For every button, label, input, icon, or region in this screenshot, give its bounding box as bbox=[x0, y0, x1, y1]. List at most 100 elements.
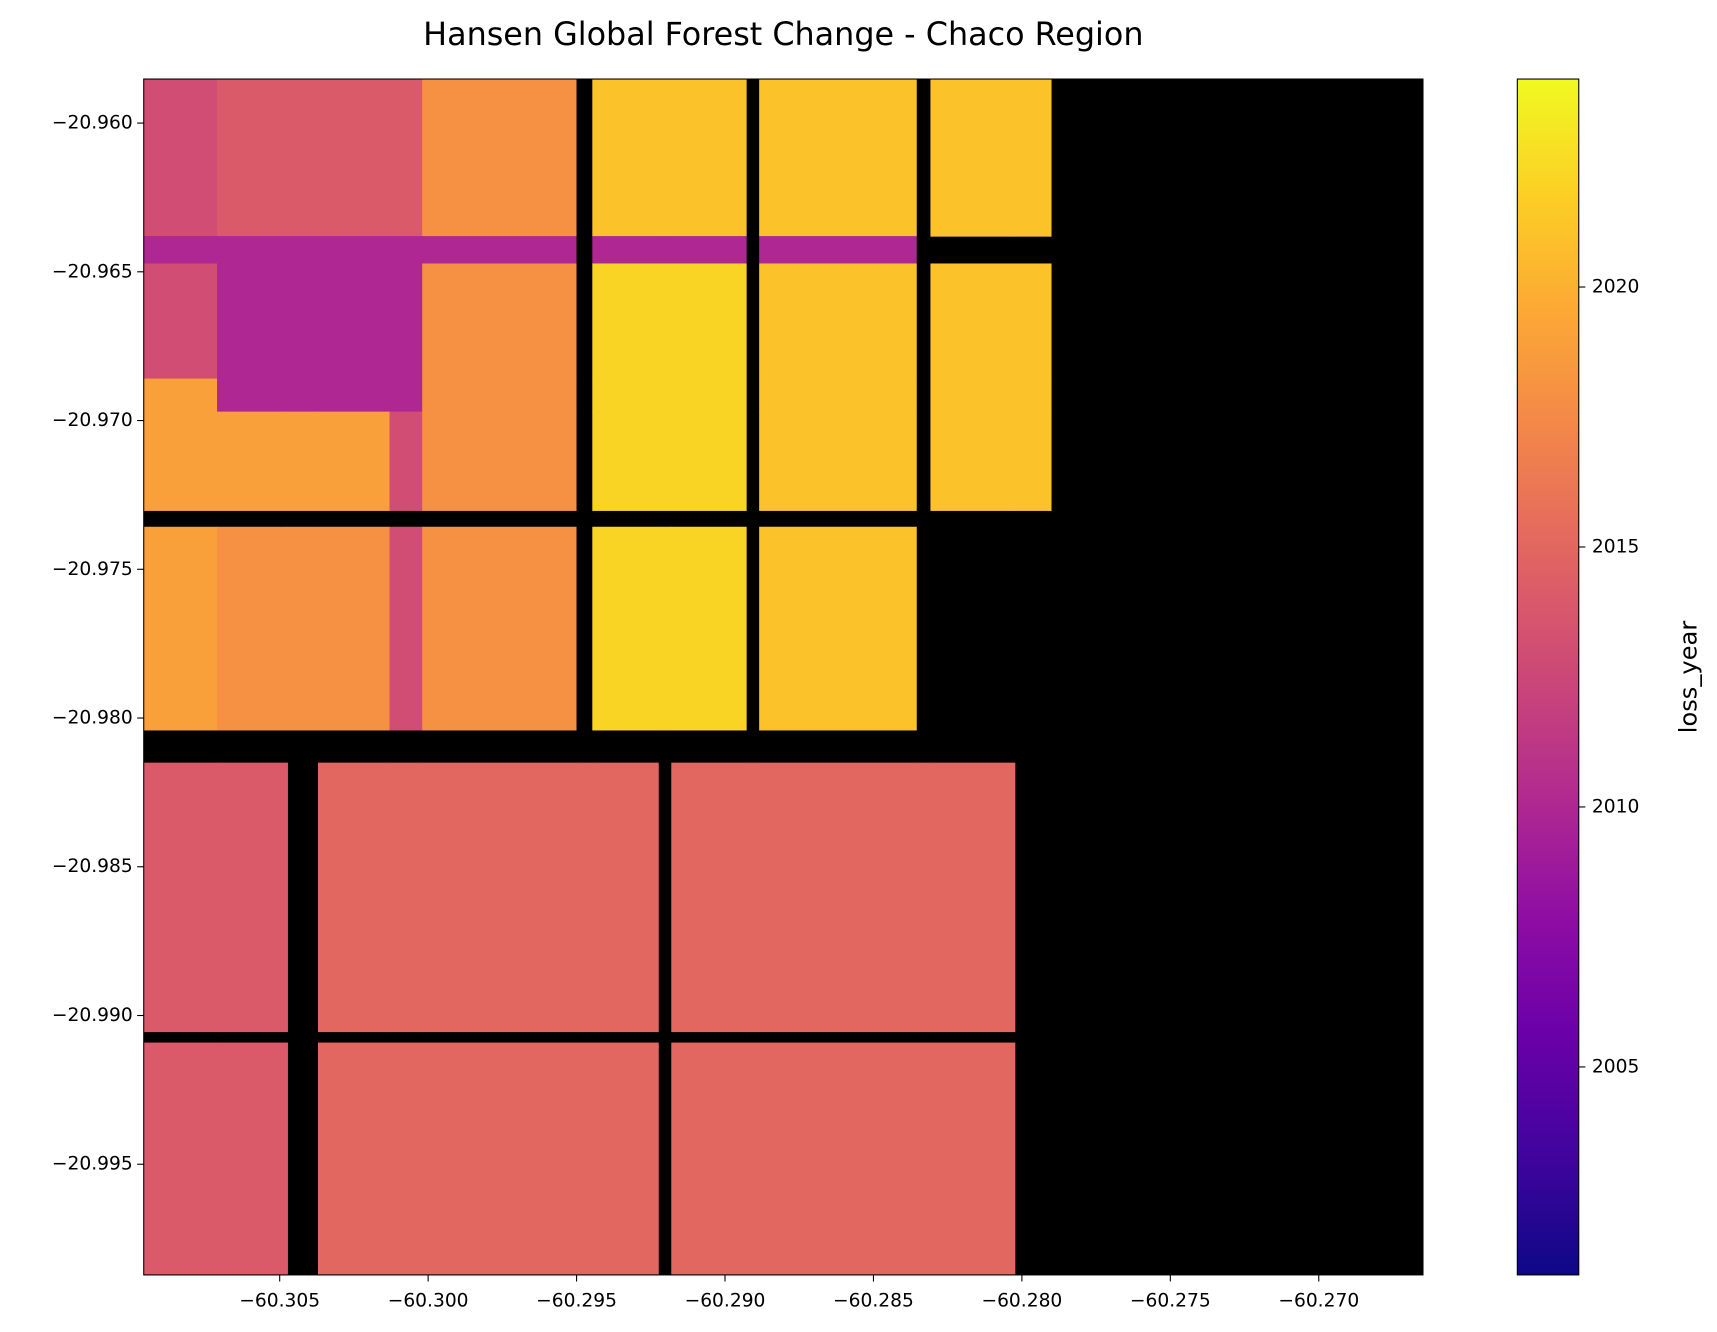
heatmap-cell bbox=[143, 762, 218, 1033]
x-tick-label: −60.300 bbox=[388, 1291, 469, 1312]
heatmap-cell bbox=[317, 411, 391, 511]
heatmap-cell bbox=[671, 79, 747, 237]
y-tick-label: −20.995 bbox=[52, 1154, 133, 1175]
x-tick-label: −60.270 bbox=[1278, 1291, 1359, 1312]
heatmap-cell bbox=[746, 762, 760, 1033]
heatmap-cell bbox=[317, 236, 391, 265]
heatmap-cell bbox=[317, 762, 391, 1033]
heatmap-cell bbox=[422, 762, 577, 1033]
heatmap-cell bbox=[575, 1042, 593, 1276]
heatmap-cell bbox=[1014, 263, 1052, 380]
heatmap-cell bbox=[143, 236, 218, 265]
heatmap-cell bbox=[317, 1042, 391, 1276]
heatmap-cell bbox=[143, 263, 218, 380]
heatmap-cell bbox=[422, 526, 577, 731]
heatmap-cell bbox=[759, 762, 917, 1033]
heatmap-cell bbox=[930, 79, 1016, 237]
y-tick-label: −20.975 bbox=[52, 559, 133, 580]
heatmap-cell bbox=[389, 263, 423, 380]
heatmap-cell bbox=[317, 263, 391, 380]
heatmap-cell bbox=[759, 236, 917, 265]
heatmap-cell bbox=[592, 762, 659, 1033]
heatmap-cell bbox=[217, 762, 288, 1033]
x-tick-label: −60.280 bbox=[981, 1291, 1062, 1312]
heatmap-cell bbox=[422, 263, 577, 380]
heatmap-cell bbox=[592, 526, 659, 731]
heatmap-cell bbox=[930, 1042, 1016, 1276]
y-tick-label: −20.965 bbox=[52, 261, 133, 282]
plot-frame bbox=[143, 78, 1424, 1276]
heatmap-cell bbox=[658, 526, 672, 731]
heatmap-cell bbox=[916, 762, 931, 1033]
heatmap-cell bbox=[759, 411, 917, 511]
plot-area: −60.305 −60.300 −60.295 −60.290 −60.285 −60.2… bbox=[52, 78, 1424, 1312]
heatmap-cell bbox=[143, 378, 218, 413]
heatmap-cell bbox=[746, 1042, 760, 1276]
colorbar-tick-label: 2020 bbox=[1592, 277, 1639, 298]
heatmap-cell bbox=[1014, 79, 1052, 237]
heatmap-cell bbox=[658, 79, 672, 237]
heatmap-cell bbox=[217, 1042, 288, 1276]
heatmap-cell bbox=[287, 378, 319, 413]
heatmap-cell bbox=[658, 236, 672, 265]
heatmap-cell bbox=[592, 263, 659, 380]
heatmap-cell bbox=[422, 79, 577, 237]
heatmap-cell bbox=[389, 236, 423, 265]
heatmap-cell bbox=[217, 378, 288, 413]
heatmap-cell bbox=[389, 79, 423, 237]
colorbar: 2005 2010 2015 2020 bbox=[1516, 78, 1639, 1276]
heatmap-cell bbox=[389, 1042, 423, 1276]
heatmap-cell bbox=[217, 79, 288, 237]
heatmap-cell bbox=[317, 79, 391, 237]
heatmap-cell bbox=[592, 378, 659, 413]
heatmap-cell bbox=[1014, 378, 1052, 413]
heatmap-cell bbox=[287, 526, 319, 731]
heatmap-cell bbox=[671, 526, 747, 731]
heatmap-cell bbox=[592, 411, 659, 511]
heatmap-cell bbox=[217, 263, 288, 380]
y-tick-label: −20.990 bbox=[52, 1005, 133, 1026]
heatmap-cell bbox=[658, 411, 672, 511]
heatmap-cell bbox=[287, 79, 319, 237]
colorbar-tick-label: 2005 bbox=[1592, 1056, 1639, 1077]
y-tick-label: −20.985 bbox=[52, 856, 133, 877]
heatmap-cell bbox=[422, 378, 577, 413]
heatmap-cell bbox=[930, 762, 1016, 1033]
heatmap-cell bbox=[1014, 411, 1052, 511]
colorbar-label: loss_year bbox=[1675, 621, 1703, 734]
heatmap-cell bbox=[575, 762, 593, 1033]
heatmap-cell bbox=[759, 378, 917, 413]
chart-title: Hansen Global Forest Change - Chaco Regi… bbox=[423, 15, 1143, 53]
heatmap-cell bbox=[143, 1042, 218, 1276]
y-tick-label: −20.960 bbox=[52, 113, 133, 134]
heatmap-cell bbox=[217, 236, 288, 265]
heatmap-cell bbox=[930, 378, 1016, 413]
heatmap-cell bbox=[671, 263, 747, 380]
heatmap-cell bbox=[422, 411, 577, 511]
x-tick-label: −60.275 bbox=[1130, 1291, 1211, 1312]
heatmap-cell bbox=[592, 1042, 659, 1276]
heatmap-cell bbox=[671, 762, 747, 1033]
heatmap-cell bbox=[759, 263, 917, 380]
x-tick-label: −60.295 bbox=[536, 1291, 617, 1312]
heatmap-cell bbox=[143, 411, 218, 511]
heatmap-cell bbox=[287, 236, 319, 265]
heatmap-cell bbox=[759, 1042, 917, 1276]
heatmap-cell bbox=[759, 79, 917, 237]
y-tick-label: −20.980 bbox=[52, 708, 133, 729]
x-tick-label: −60.285 bbox=[833, 1291, 914, 1312]
heatmap-cell bbox=[389, 762, 423, 1033]
heatmap-cell bbox=[422, 236, 577, 265]
heatmap-cell bbox=[930, 411, 1016, 511]
heatmap-cell bbox=[143, 526, 218, 731]
heatmap-cell bbox=[916, 1042, 931, 1276]
heatmap-cell bbox=[671, 411, 747, 511]
heatmap-cell bbox=[930, 263, 1016, 380]
heatmap-cell bbox=[671, 1042, 747, 1276]
heatmap-cell bbox=[143, 79, 218, 237]
heatmap-cell bbox=[592, 236, 659, 265]
heatmap-cell bbox=[317, 526, 391, 731]
heatmap-cell bbox=[389, 411, 423, 511]
